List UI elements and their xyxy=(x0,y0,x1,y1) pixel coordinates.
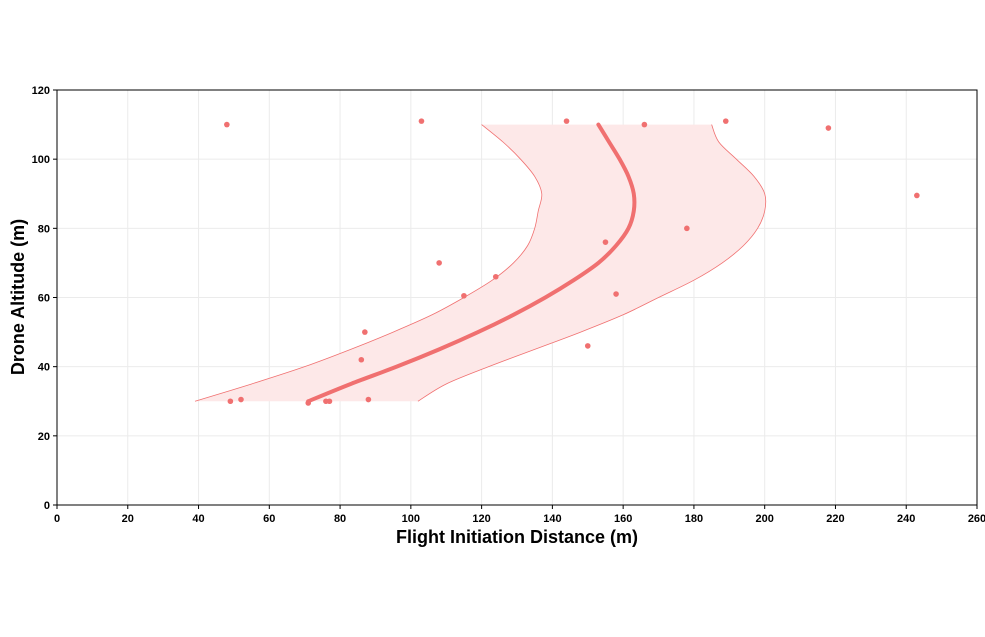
data-point xyxy=(326,398,333,405)
x-tick-label: 240 xyxy=(897,513,915,525)
data-point xyxy=(641,121,648,128)
x-tick-label: 220 xyxy=(826,513,844,525)
data-point xyxy=(238,396,244,403)
data-point xyxy=(224,121,230,128)
data-point xyxy=(358,356,365,363)
x-tick-label: 180 xyxy=(685,513,703,525)
confidence-band xyxy=(194,124,767,402)
data-point xyxy=(418,118,425,124)
y-axis-title: Drone Altitude (m) xyxy=(8,219,28,375)
x-tick-label: 0 xyxy=(54,513,60,525)
x-tick-label: 100 xyxy=(402,513,420,525)
y-tick-label: 100 xyxy=(32,154,50,166)
y-axis-ticks: 0 20 40 60 80 100 120 xyxy=(32,85,57,512)
data-point xyxy=(613,291,619,297)
data-point xyxy=(436,260,442,266)
fit-line-group xyxy=(306,122,637,404)
x-tick-label: 140 xyxy=(543,513,561,525)
x-axis-title: Flight Initiation Distance (m) xyxy=(396,527,638,547)
data-point xyxy=(362,329,368,335)
data-point xyxy=(563,118,570,124)
band-upper-edge xyxy=(417,124,767,402)
data-point xyxy=(365,396,372,403)
y-tick-label: 60 xyxy=(38,293,50,305)
data-point xyxy=(684,225,690,232)
data-point xyxy=(492,273,499,280)
x-tick-label: 20 xyxy=(122,513,134,525)
x-tick-label: 40 xyxy=(192,513,204,525)
fit-line xyxy=(306,122,637,404)
data-point xyxy=(461,292,467,299)
data-point xyxy=(305,400,312,406)
data-point xyxy=(602,239,609,245)
data-points xyxy=(224,118,920,406)
y-tick-label: 120 xyxy=(32,85,50,97)
data-point xyxy=(722,118,729,124)
x-tick-label: 60 xyxy=(263,513,275,525)
y-tick-label: 0 xyxy=(44,500,50,512)
x-tick-label: 120 xyxy=(472,513,490,525)
band-fill xyxy=(195,124,766,402)
x-tick-label: 260 xyxy=(968,513,985,525)
x-tick-label: 160 xyxy=(614,513,632,525)
data-point xyxy=(825,125,832,131)
x-tick-label: 200 xyxy=(756,513,774,525)
y-tick-label: 20 xyxy=(38,431,50,443)
x-axis-ticks: 0 20 40 60 80 100 120 140 160 180 200 220 240 260 xyxy=(54,505,985,525)
data-point xyxy=(227,398,234,405)
data-point xyxy=(584,343,591,349)
band-lower-edge xyxy=(194,124,543,402)
y-tick-label: 40 xyxy=(38,362,50,374)
data-point xyxy=(914,192,920,199)
x-tick-label: 80 xyxy=(334,513,346,525)
y-tick-label: 80 xyxy=(38,223,50,235)
